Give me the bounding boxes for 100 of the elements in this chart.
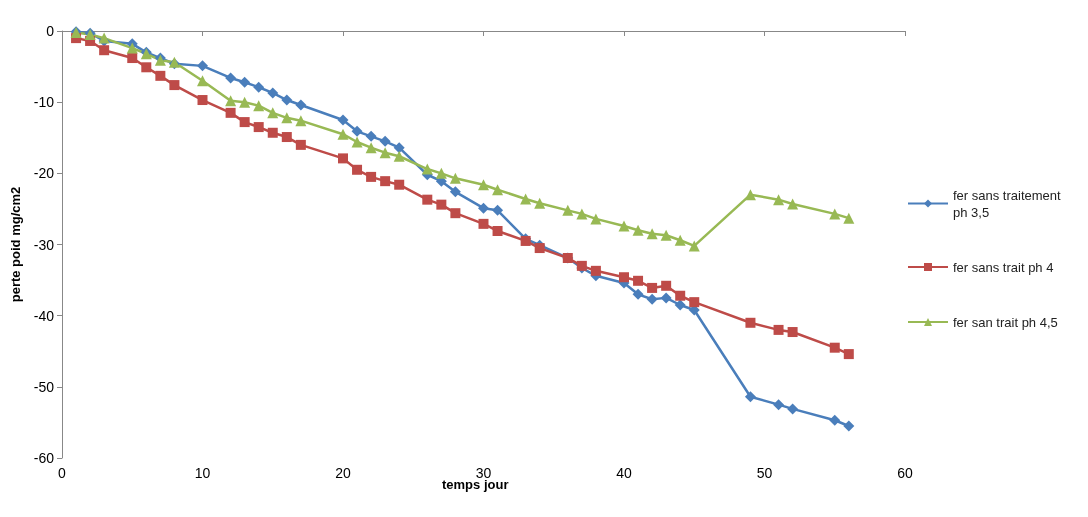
point [619, 272, 629, 283]
point [365, 142, 377, 154]
point [478, 179, 489, 191]
point [225, 107, 236, 118]
point [661, 280, 672, 291]
point [773, 324, 784, 335]
point [225, 95, 237, 107]
legend-label: fer sans trait ph 4 [953, 259, 1054, 275]
point [478, 218, 489, 229]
point [590, 265, 601, 276]
point [422, 194, 433, 205]
point [281, 132, 292, 143]
point [829, 342, 840, 353]
point [744, 391, 756, 403]
point [239, 96, 251, 108]
point [647, 282, 658, 293]
point [365, 130, 377, 142]
point [646, 228, 658, 240]
y-tick-label: -20 [33, 165, 55, 182]
x-tick-label: 0 [58, 465, 67, 481]
point [295, 99, 307, 111]
point [660, 229, 672, 241]
point [141, 62, 152, 73]
point [197, 75, 208, 87]
point [829, 414, 841, 426]
point [253, 122, 264, 133]
point [127, 53, 138, 64]
point [618, 220, 630, 232]
point [534, 243, 545, 254]
point [787, 327, 798, 338]
point [435, 167, 447, 179]
point [633, 275, 644, 286]
point [492, 204, 504, 216]
point [126, 42, 138, 54]
point [155, 70, 166, 81]
point [787, 198, 799, 210]
point [674, 299, 686, 311]
point [253, 81, 265, 93]
point [295, 115, 307, 127]
x-tick-label: 60 [897, 465, 913, 481]
x-tick-label: 10 [194, 465, 211, 481]
point [773, 399, 785, 411]
y-axis-title: perte poid mg/cm2 [8, 186, 23, 303]
point [394, 179, 405, 190]
point [239, 76, 251, 88]
point [421, 163, 433, 175]
y-tick-label: -10 [33, 94, 55, 111]
point [267, 127, 278, 138]
point [843, 212, 855, 224]
point [449, 186, 461, 198]
x-tick-label: 20 [335, 465, 351, 481]
point [99, 45, 110, 56]
point [337, 114, 349, 126]
point [590, 213, 602, 225]
point [337, 128, 349, 140]
point [295, 139, 306, 150]
point [744, 189, 756, 201]
point [169, 80, 180, 91]
y-tick-label: -30 [33, 236, 55, 253]
point [646, 293, 658, 305]
legend-label: fer san trait ph 4,5 [953, 314, 1058, 330]
y-tick-label: -40 [33, 307, 55, 324]
point [829, 208, 841, 220]
y-tick-label: 0 [46, 23, 55, 39]
point [843, 420, 855, 432]
x-tick-label: 40 [616, 465, 632, 481]
point [281, 94, 293, 106]
point [632, 288, 644, 300]
point [787, 403, 799, 415]
legend-label: fer sans traitement ph 3,5 [953, 187, 1065, 220]
point [675, 290, 686, 301]
point [379, 147, 391, 159]
point [393, 142, 405, 154]
point [338, 153, 348, 164]
point [281, 112, 293, 124]
point [562, 204, 574, 216]
point [379, 135, 391, 147]
point [689, 297, 700, 308]
point [450, 208, 461, 219]
point [576, 208, 588, 220]
point [520, 193, 532, 205]
point [197, 95, 208, 106]
point [253, 100, 265, 112]
point [351, 136, 363, 148]
point [478, 202, 489, 214]
point [239, 117, 250, 128]
point [773, 194, 785, 206]
point [674, 234, 686, 246]
point [745, 317, 756, 328]
point [534, 197, 546, 209]
point [660, 292, 672, 304]
point [352, 164, 363, 175]
point [449, 172, 461, 184]
point [225, 72, 237, 84]
point [393, 150, 405, 162]
point [492, 225, 503, 236]
point [380, 176, 391, 187]
point [688, 240, 700, 252]
point [366, 171, 377, 182]
y-tick-label: -50 [33, 378, 55, 395]
